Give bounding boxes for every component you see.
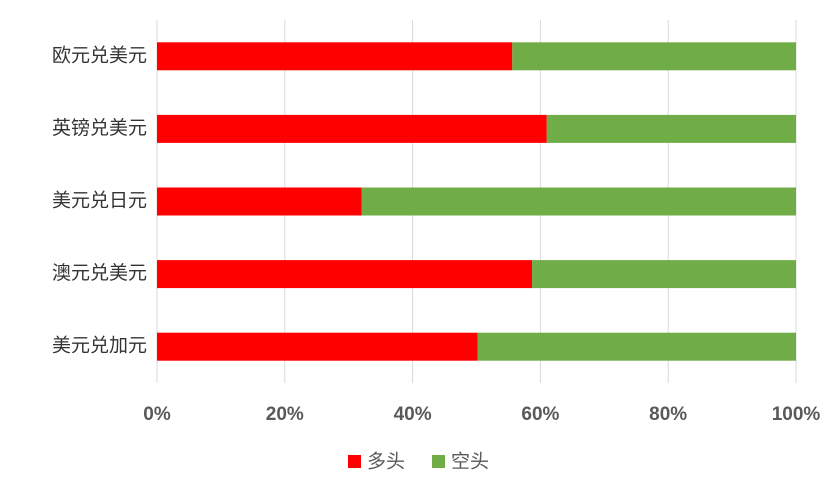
bar-segment (546, 114, 796, 143)
x-tick-label: 80% (649, 404, 687, 425)
bar-segment (477, 332, 796, 361)
bar-segment (157, 332, 478, 361)
legend-swatch (432, 455, 445, 468)
legend-label: 空头 (451, 451, 489, 473)
x-tick-label: 20% (266, 404, 304, 425)
bar-segment (157, 42, 513, 71)
y-tick-label: 欧元兑美元 (52, 44, 147, 66)
y-tick-label: 美元兑加元 (52, 335, 147, 357)
y-tick-label: 澳元兑美元 (52, 262, 147, 284)
bar-segment (512, 42, 796, 71)
legend-label: 多头 (367, 451, 405, 473)
x-tick-label: 100% (772, 404, 821, 425)
x-tick-label: 0% (143, 404, 171, 425)
bar-segment (157, 187, 362, 216)
bar-segment (361, 187, 796, 216)
y-tick-label: 美元兑日元 (52, 190, 147, 212)
bar-segment (157, 114, 547, 143)
bar-segment (157, 260, 533, 289)
x-tick-label: 60% (521, 404, 559, 425)
x-tick-label: 40% (394, 404, 432, 425)
bar-segment (532, 260, 796, 289)
legend-swatch (348, 455, 361, 468)
y-tick-label: 英镑兑美元 (52, 117, 147, 139)
